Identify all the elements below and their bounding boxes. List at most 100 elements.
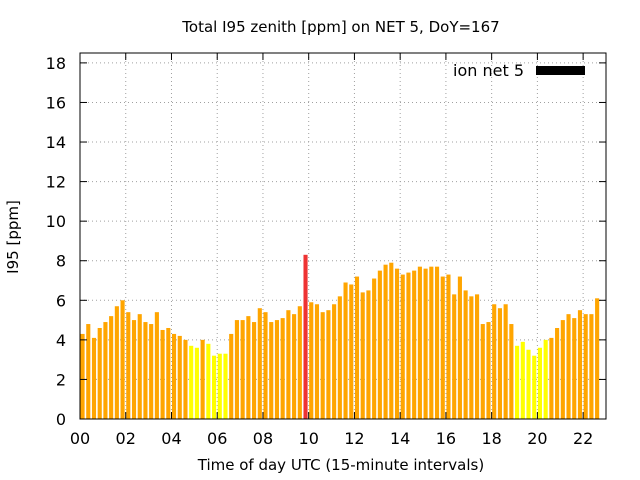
bar <box>595 298 600 419</box>
bar <box>549 337 554 419</box>
y-tick-labels: 0 2 4 6 8 10 12 14 16 18 <box>46 54 66 429</box>
bar <box>389 262 394 419</box>
bar <box>114 306 119 419</box>
bar <box>234 320 239 419</box>
bar <box>503 304 508 419</box>
bar <box>469 296 474 419</box>
bar <box>509 324 514 419</box>
x-tick-label: 08 <box>253 429 273 448</box>
bar <box>555 327 560 419</box>
bar <box>217 353 222 419</box>
bar <box>423 268 428 419</box>
bar <box>457 276 462 419</box>
bar <box>320 312 325 419</box>
x-tick-label: 04 <box>161 429 181 448</box>
bar <box>354 276 360 419</box>
x-tick-label: 22 <box>573 429 593 448</box>
y-tick-label: 12 <box>46 173 66 192</box>
bar <box>486 322 491 419</box>
bar <box>194 347 199 419</box>
bar <box>406 272 411 419</box>
bar <box>492 304 497 419</box>
bar <box>560 320 565 419</box>
bar <box>366 290 371 419</box>
bar <box>86 324 91 419</box>
y-tick-label: 16 <box>46 93 66 112</box>
bar <box>360 292 365 419</box>
bar <box>434 266 440 419</box>
bar <box>400 274 405 419</box>
bar <box>372 278 377 419</box>
ticks <box>79 53 606 420</box>
bar <box>303 254 308 419</box>
x-tick-label: 06 <box>207 429 227 448</box>
bars <box>80 254 600 419</box>
x-tick-label: 16 <box>436 429 456 448</box>
bar <box>589 314 594 419</box>
bar <box>475 294 480 419</box>
grid <box>80 53 606 419</box>
plot-frame <box>79 52 607 420</box>
bar <box>269 322 274 419</box>
bar <box>120 300 125 419</box>
bar <box>183 339 188 419</box>
bar <box>160 329 165 419</box>
bar <box>566 314 571 419</box>
bar <box>292 314 297 419</box>
bar <box>377 270 382 419</box>
bar <box>143 322 148 419</box>
bar <box>515 345 520 419</box>
x-tick-labels: 00 02 04 06 08 10 12 14 16 18 20 22 <box>70 429 593 448</box>
bar <box>543 339 548 419</box>
x-tick-label: 10 <box>299 429 319 448</box>
x-tick-label: 02 <box>116 429 136 448</box>
y-tick-label: 8 <box>56 252 66 271</box>
bar <box>246 316 251 419</box>
bar <box>314 304 320 419</box>
bar <box>274 320 280 419</box>
bar <box>532 355 537 419</box>
bar <box>583 314 588 419</box>
bar <box>480 324 485 419</box>
bar <box>177 335 182 419</box>
legend-label: ion net 5 <box>453 61 524 80</box>
x-tick-label: 00 <box>70 429 90 448</box>
bar <box>257 308 262 419</box>
bar <box>137 314 142 419</box>
y-tick-label: 0 <box>56 410 66 429</box>
bar <box>297 306 302 419</box>
y-axis-title: I95 [ppm] <box>4 200 22 274</box>
bar <box>440 276 445 419</box>
bar <box>200 339 205 419</box>
bar <box>286 310 291 419</box>
bar <box>212 355 217 419</box>
x-tick-label: 18 <box>481 429 501 448</box>
x-tick-label: 14 <box>390 429 410 448</box>
bar <box>383 264 388 419</box>
bar <box>520 341 525 419</box>
bar <box>337 296 342 419</box>
y-tick-label: 14 <box>46 133 66 152</box>
bar <box>166 327 171 419</box>
bar <box>309 302 314 419</box>
y-tick-label: 6 <box>56 291 66 310</box>
bar <box>189 345 194 419</box>
y-tick-label: 2 <box>56 370 66 389</box>
bar <box>154 312 159 419</box>
chart-title: Total I95 zenith [ppm] on NET 5, DoY=167 <box>181 18 499 36</box>
legend-swatch <box>536 66 585 75</box>
bar <box>91 337 97 419</box>
x-tick-label: 12 <box>344 429 364 448</box>
bar <box>537 347 543 419</box>
bar <box>326 310 331 419</box>
bar <box>171 333 177 419</box>
bar <box>206 343 211 419</box>
bar <box>280 318 285 419</box>
y-tick-label: 10 <box>46 212 66 231</box>
bar <box>463 290 468 419</box>
bar <box>252 322 257 419</box>
bar <box>572 318 577 419</box>
bar <box>229 333 234 419</box>
legend: ion net 5 <box>453 61 585 80</box>
